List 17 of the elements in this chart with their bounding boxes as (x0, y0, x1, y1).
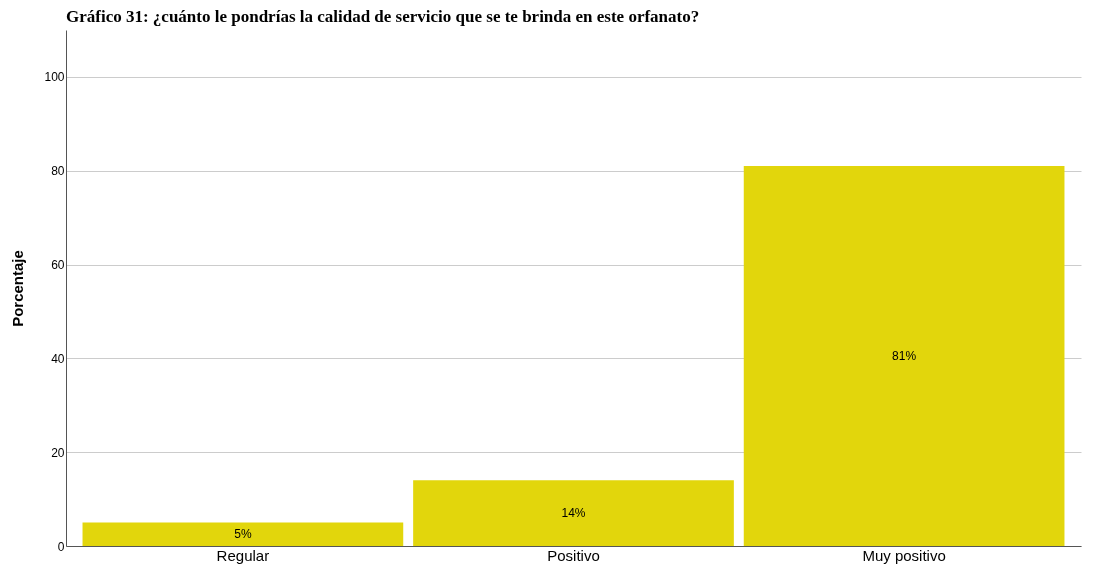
data-label: 81% (892, 349, 917, 364)
y-tick-label: 100 (44, 70, 65, 85)
y-tick-label: 0 (57, 539, 65, 554)
y-tick-label: 60 (51, 258, 65, 273)
y-tick-label: 20 (51, 445, 65, 460)
x-tick-label: Positivo (547, 546, 600, 564)
bar (413, 480, 734, 546)
bar (743, 166, 1065, 546)
chart-title: Gráfico 31: ¿cuánto le pondrías la calidad de servicio que se te brinda en este orfanato? (66, 7, 700, 26)
y-tick-label: 80 (51, 164, 65, 179)
bar (82, 522, 404, 546)
x-tick-label: Regular (216, 546, 270, 564)
y-axis-title: Porcentaje (9, 250, 27, 327)
data-label: 5% (234, 527, 252, 542)
x-tick-label: Muy positivo (862, 546, 946, 564)
data-label: 14% (561, 506, 586, 521)
y-tick-label: 40 (51, 351, 65, 366)
